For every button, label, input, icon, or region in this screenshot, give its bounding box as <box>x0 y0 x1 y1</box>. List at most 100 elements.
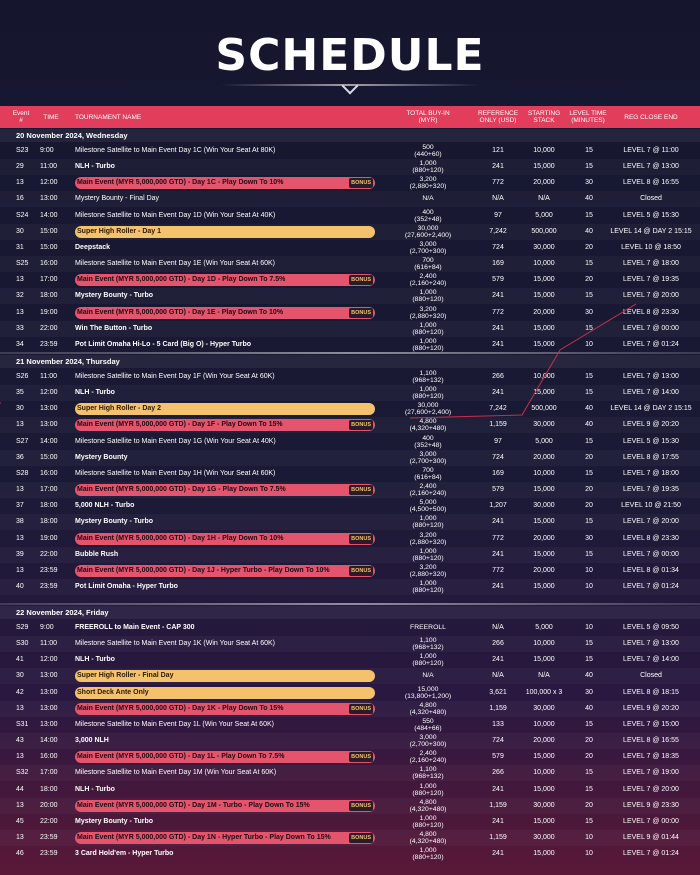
buy-in: 1,100 (968+132) <box>400 766 456 782</box>
starting-stack: 15,000 <box>533 582 555 590</box>
starting-stack: 15,000 <box>533 324 555 332</box>
event-number: 33 <box>16 324 24 332</box>
starting-stack: 15,000 <box>533 163 555 171</box>
level-time: 10 <box>585 340 593 348</box>
tournament-name: Super High Roller - Day 2 <box>75 403 375 416</box>
buy-in-breakdown: (4,320+480) <box>409 425 447 433</box>
level-time: 10 <box>585 833 593 841</box>
level-time: 10 <box>585 850 593 858</box>
event-number: 13 <box>16 833 24 841</box>
starting-stack: 30,000 <box>533 704 555 712</box>
tournament-name: Mystery Bounty <box>75 453 128 461</box>
reg-close: LEVEL 7 @ 18:35 <box>623 753 679 761</box>
event-time: 13:00 <box>40 421 58 429</box>
buy-in-total: 1,000 <box>419 547 437 555</box>
reg-close: LEVEL 7 @ 18:00 <box>623 260 679 268</box>
reg-close: LEVEL 7 @ 11:00 <box>623 147 679 154</box>
buy-in-total: 1,000 <box>419 337 437 345</box>
event-time: 22:00 <box>40 550 58 558</box>
buy-in: 1,000 (880+120) <box>400 289 456 305</box>
reference-usd: 266 <box>492 769 504 777</box>
event-number: S32 <box>16 769 29 777</box>
starting-stack: 20,000 <box>533 534 555 542</box>
buy-in: 3,000 (2,700+300) <box>400 241 456 257</box>
event-number: 29 <box>16 163 24 171</box>
buy-in-total: N/A <box>422 672 434 680</box>
bonus-badge: BONUS <box>349 307 373 318</box>
starting-stack: 15,000 <box>533 340 555 348</box>
table-row: 13 17:00 Main Event (MYR 5,000,000 GTD) - … <box>0 482 700 498</box>
buy-in-breakdown: (440+60) <box>414 151 442 158</box>
event-number: 13 <box>16 704 24 712</box>
level-time: 40 <box>585 672 593 680</box>
event-number: 45 <box>16 817 24 825</box>
reg-close: LEVEL 7 @ 13:00 <box>623 640 679 648</box>
starting-stack: 5,000 <box>535 437 553 445</box>
buy-in-total: 3,200 <box>419 176 437 184</box>
buy-in-total: 1,000 <box>419 579 437 587</box>
tournament-name: NLH - Turbo <box>75 389 115 397</box>
buy-in: 2,400 (2,160+240) <box>400 273 456 289</box>
event-time: 23:59 <box>40 566 58 574</box>
table-row: 13 13:00 Main Event (MYR 5,000,000 GTD) - … <box>0 417 700 433</box>
level-time: 20 <box>585 486 593 494</box>
buy-in-breakdown: (2,880+320) <box>409 312 447 320</box>
buy-in: 15,000 (13,800+1,200) <box>400 686 456 702</box>
table-row: 13 16:00 Main Event (MYR 5,000,000 GTD) - … <box>0 749 700 765</box>
starting-stack: 30,000 <box>533 801 555 809</box>
tournament-name: Mystery Bounty - Turbo <box>75 292 154 300</box>
level-time: 15 <box>585 147 593 154</box>
buy-in-breakdown: (968+132) <box>412 644 444 652</box>
event-number: 13 <box>16 753 24 761</box>
reg-close: LEVEL 7 @ 19:00 <box>623 769 679 777</box>
reference-usd: 724 <box>492 243 504 251</box>
reg-close: LEVEL 5 @ 15:30 <box>623 211 679 219</box>
tournament-name: Main Event (MYR 5,000,000 GTD) - Day 1M … <box>75 799 375 812</box>
buy-in-total: 1,000 <box>419 814 437 822</box>
table-row: 29 11:00 NLH - Turbo 1,000 (880+120) 241 15,00… <box>0 159 700 175</box>
event-number: S30 <box>16 640 29 648</box>
buy-in: 1,100 (968+132) <box>400 370 456 386</box>
reference-usd: 772 <box>492 566 504 574</box>
level-time: 40 <box>585 421 593 429</box>
table-row: S24 14:00 Milestone Satellite to Main Even… <box>0 208 700 224</box>
tournament-name: Super High Roller - Final Day <box>75 670 375 683</box>
buy-in: 2,400 (2,160+240) <box>400 750 456 766</box>
buy-in-breakdown: (2,160+240) <box>409 757 447 765</box>
tournament-name: Main Event (MYR 5,000,000 GTD) - Day 1E … <box>75 306 375 319</box>
buy-in-breakdown: (2,880+320) <box>409 538 447 546</box>
starting-stack: 500,000 <box>531 227 557 235</box>
event-number: 39 <box>16 550 24 558</box>
reference-usd: 1,159 <box>489 704 507 712</box>
event-time: 14:00 <box>40 437 58 445</box>
bonus-badge: BONUS <box>349 752 373 763</box>
reference-usd: 241 <box>492 340 504 348</box>
event-number: 36 <box>16 453 24 461</box>
reference-usd: 241 <box>492 817 504 825</box>
buy-in-total: 700 <box>422 257 434 265</box>
reference-usd: N/A <box>492 624 504 631</box>
buy-in-breakdown: (880+120) <box>412 586 444 594</box>
title-underline <box>220 84 480 86</box>
reg-close: LEVEL 5 @ 09:50 <box>623 624 679 631</box>
starting-stack: 30,000 <box>533 243 555 251</box>
reference-usd: 241 <box>492 389 504 397</box>
event-time: 12:00 <box>40 179 58 187</box>
reference-usd: 241 <box>492 292 504 300</box>
event-time: 20:00 <box>40 801 58 809</box>
event-number: 41 <box>16 656 24 664</box>
tournament-name: NLH - Turbo <box>75 163 115 171</box>
table-row: 13 19:00 Main Event (MYR 5,000,000 GTD) - … <box>0 531 700 547</box>
table-row: 13 13:00 Main Event (MYR 5,000,000 GTD) - … <box>0 701 700 717</box>
buy-in-breakdown: (27,600+2,400) <box>404 231 452 239</box>
buy-in-total: 1,000 <box>419 515 437 523</box>
tournament-name: FREEROLL to Main Event - CAP 300 <box>75 624 195 631</box>
buy-in-total: 1,100 <box>419 637 437 645</box>
header-time: TIME <box>43 114 59 121</box>
table-row: 43 14:00 3,000 NLH 3,000 (2,700+300) 724 20,00… <box>0 733 700 749</box>
reference-usd: N/A <box>492 672 504 680</box>
buy-in-breakdown: (352+48) <box>414 441 442 449</box>
buy-in-breakdown: (880+120) <box>412 522 444 530</box>
table-row: 30 15:00 Super High Roller - Day 1 30,000 (2… <box>0 224 700 240</box>
bonus-badge: BONUS <box>349 178 373 189</box>
